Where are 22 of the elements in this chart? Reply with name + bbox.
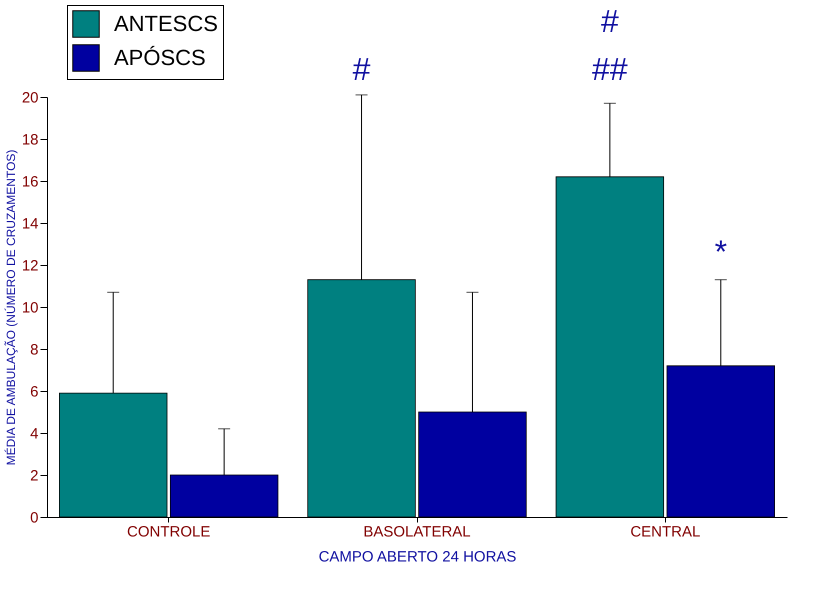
text: ## [592, 51, 628, 87]
text: # [352, 51, 371, 87]
y-axis-title: MÉDIA DE AMBULAÇÃO (NÚMERO DE CRUZAMENTOS) [4, 150, 18, 466]
y-tick-label: 10 [22, 300, 38, 316]
y-tick-label: 18 [22, 132, 38, 148]
y-tick-label: 16 [22, 174, 38, 190]
text: # [600, 3, 619, 39]
legend-label: ANTESCS [114, 11, 218, 36]
x-tick-label: CONTROLE [127, 524, 210, 540]
x-tick-label: CENTRAL [630, 524, 700, 540]
x-axis-title: CAMPO ABERTO 24 HORAS [318, 548, 516, 566]
x-tick-label: BASOLATERAL [363, 524, 471, 540]
y-tick-label: 6 [30, 384, 38, 400]
legend-label: APÓSCS [114, 45, 206, 70]
annotation: * [714, 234, 728, 270]
y-tick-label: 14 [22, 216, 38, 232]
y-tick-label: 8 [30, 342, 38, 358]
y-tick-label: 0 [30, 510, 38, 526]
y-tick-label: 12 [22, 258, 38, 274]
y-tick-label: 20 [22, 90, 38, 106]
y-tick-label: 2 [30, 468, 38, 484]
y-tick-label: 4 [30, 426, 38, 442]
